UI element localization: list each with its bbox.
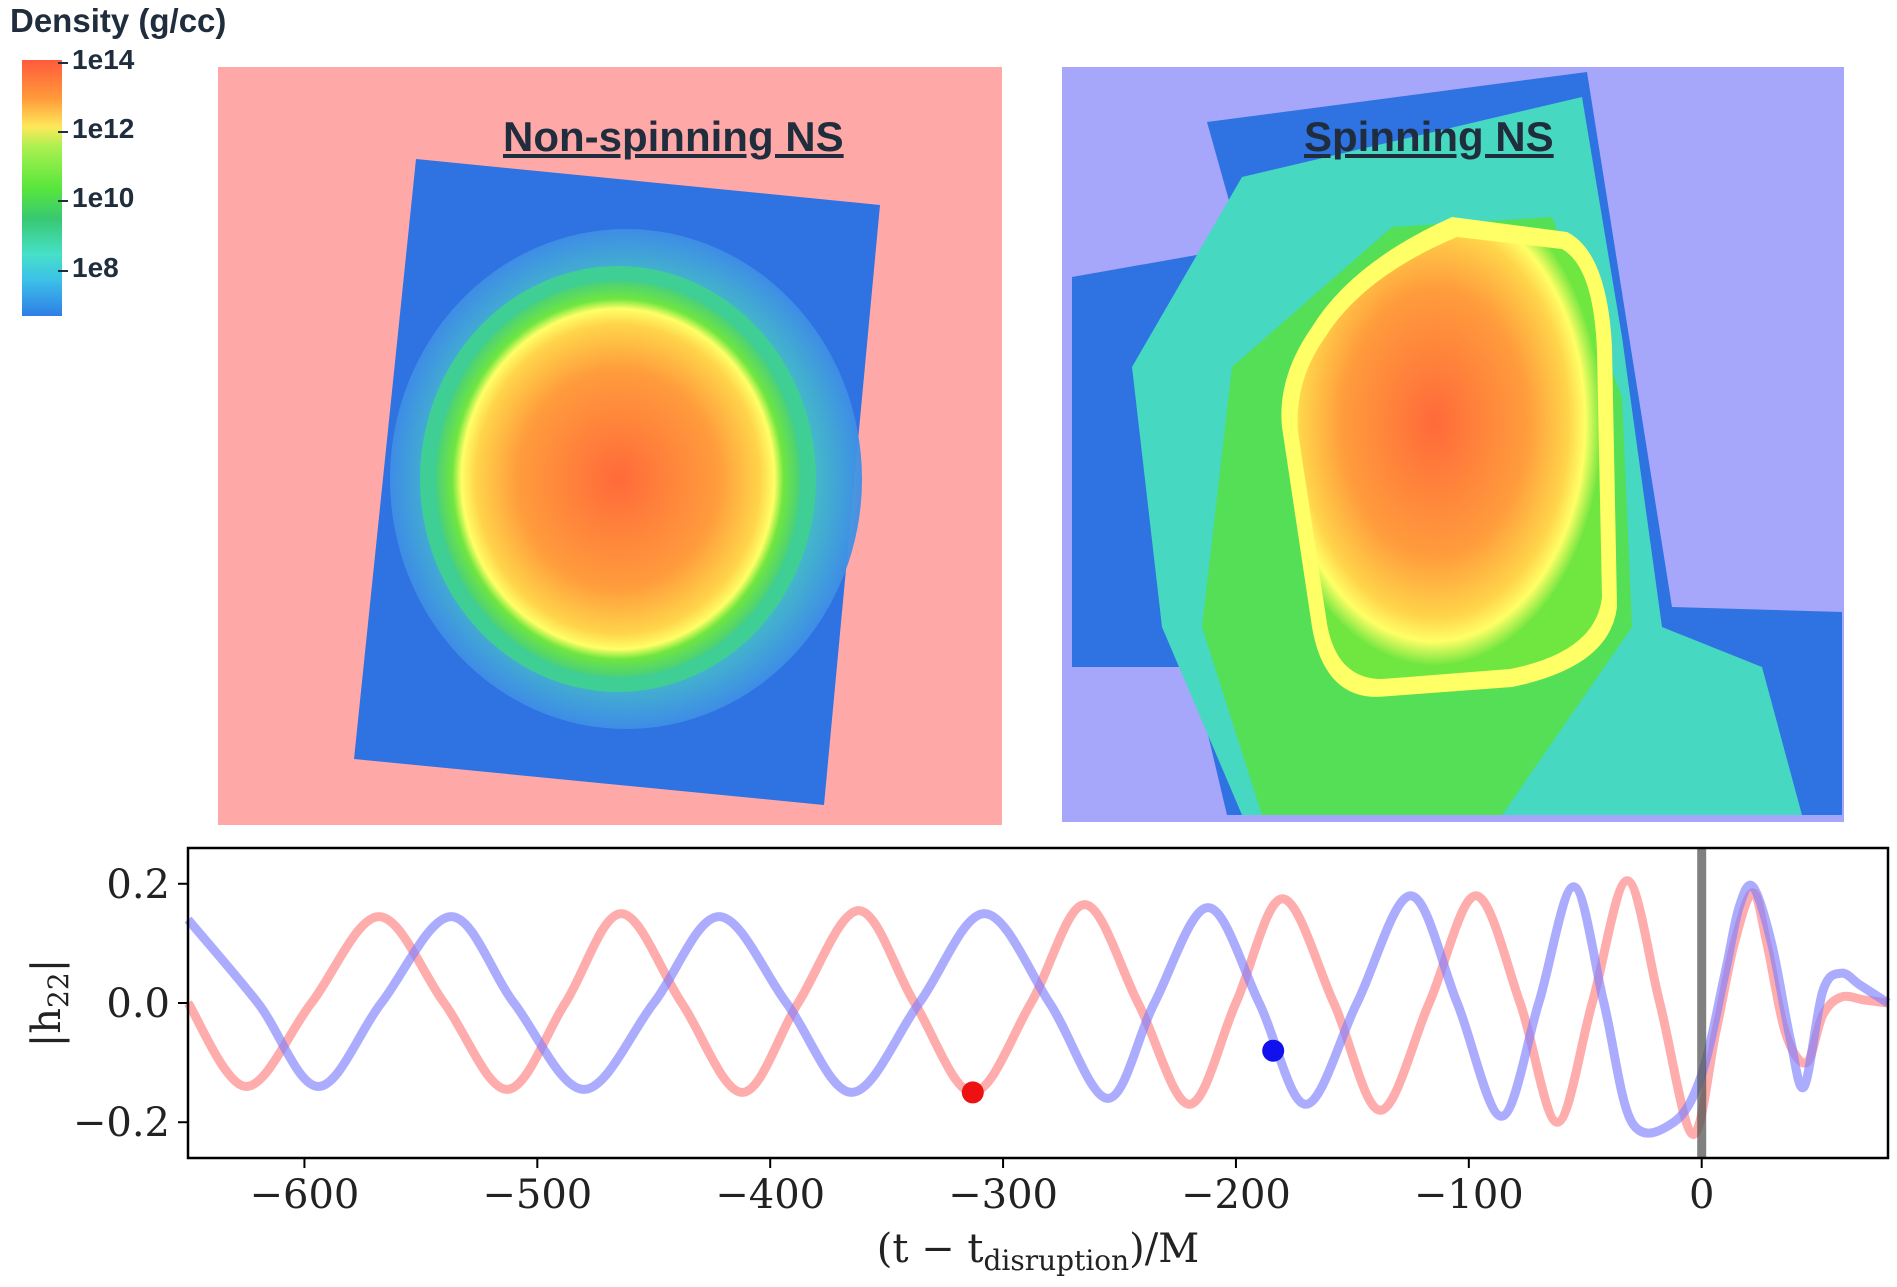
non-spinning-ns-image	[218, 67, 1002, 825]
colorbar-label-1e8: 1e8	[72, 252, 119, 283]
x-axis-label: (t − tdisruption)/M	[877, 1226, 1199, 1277]
colorbar-label-1e10: 1e10	[72, 182, 135, 213]
spinning-ns-title: Spinning NS	[1304, 113, 1554, 160]
colorbar	[22, 60, 62, 316]
colorbar-tick	[58, 270, 68, 272]
x-tick-label: −500	[482, 1172, 592, 1218]
non-spinning-ns-title: Non-spinning NS	[503, 113, 844, 160]
colorbar-title: Density (g/cc)	[10, 2, 227, 39]
y-tick-label: 0.0	[106, 981, 170, 1027]
x-tick-label: −300	[948, 1172, 1058, 1218]
colorbar-tick	[58, 131, 68, 133]
non-spinning-ns-panel: Non-spinning NS	[218, 67, 1002, 825]
colorbar-tick	[58, 200, 68, 202]
x-tick-label: −600	[250, 1172, 360, 1218]
colorbar-tick	[58, 62, 68, 64]
x-tick-label: −100	[1414, 1172, 1524, 1218]
red-marker	[961, 1081, 984, 1104]
spinning-waveform-line	[184, 880, 1891, 1138]
x-tick-label: −400	[715, 1172, 825, 1218]
y-tick-label: −0.2	[73, 1100, 170, 1146]
x-tick-label: 0	[1689, 1172, 1714, 1218]
spinning-ns-image	[1062, 67, 1844, 822]
blue-marker	[1262, 1039, 1285, 1062]
colorbar-label-1e12: 1e12	[72, 113, 135, 144]
plot-frame	[186, 846, 1890, 1160]
colorbar-label-1e14: 1e14	[72, 44, 135, 75]
spinning-ns-panel: Spinning NS	[1062, 67, 1844, 822]
x-tick-label: −200	[1181, 1172, 1291, 1218]
y-tick-label: 0.2	[106, 862, 170, 908]
y-axis-label: |h22|	[24, 959, 75, 1047]
non-spinning-waveform-line	[184, 876, 1889, 1139]
